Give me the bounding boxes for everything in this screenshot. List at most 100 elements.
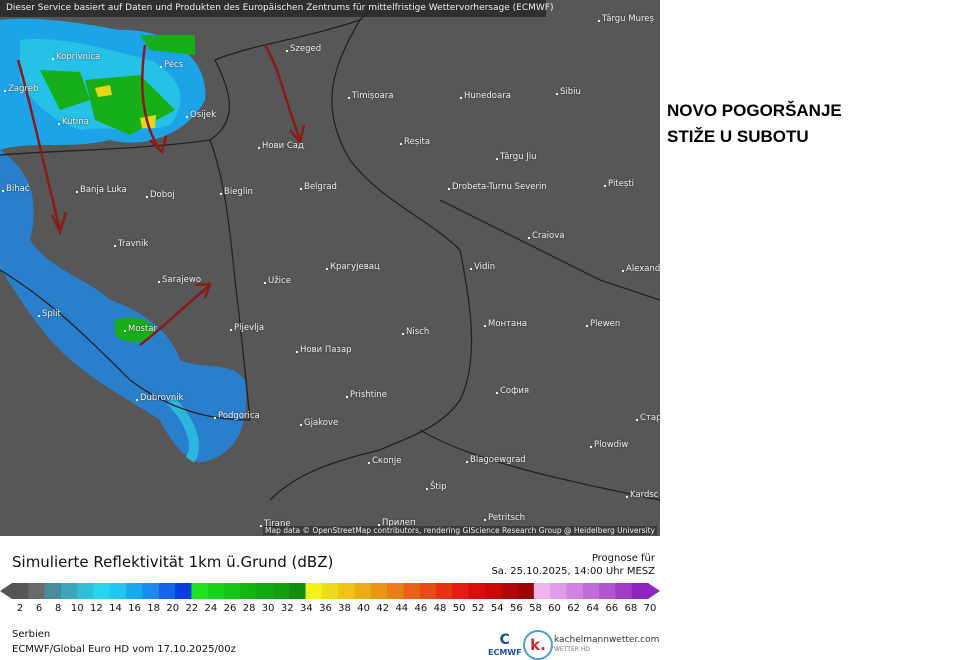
scale-swatch xyxy=(175,583,192,599)
scale-tick-label: 20 xyxy=(166,603,180,614)
scale-swatch xyxy=(321,583,339,599)
scale-tick-label: 64 xyxy=(586,603,600,614)
headline-line-2: STIŽE U SUBOTU xyxy=(667,127,809,146)
scale-tick-label: 30 xyxy=(261,603,275,614)
scale-swatch xyxy=(289,583,307,599)
scale-swatch xyxy=(387,583,404,599)
city-label: Pitești xyxy=(604,179,634,189)
scale-swatch xyxy=(207,583,225,599)
scale-swatch xyxy=(566,583,584,599)
scale-swatch xyxy=(305,583,323,599)
scale-tick-label: 50 xyxy=(452,603,466,614)
radar-echoes xyxy=(0,18,247,463)
ecmwf-banner: Dieser Service basiert auf Daten und Pro… xyxy=(0,0,553,17)
city-label: Craiova xyxy=(527,231,565,241)
city-label: Dubrovnik xyxy=(136,393,184,403)
model-run: ECMWF/Global Euro HD vom 17.10.2025/00z xyxy=(12,644,236,655)
city-label: Târgu Jiu xyxy=(496,152,537,162)
city-label: Нови Пазар xyxy=(296,345,352,355)
city-label: Zagreb xyxy=(3,84,39,94)
scale-tick-label: 46 xyxy=(414,603,428,614)
city-label: Sarajewo xyxy=(157,275,202,285)
legend-title: Simulierte Reflektivität 1km ü.Grund (dB… xyxy=(12,553,334,571)
city-label: Travnik xyxy=(113,239,149,249)
city-label: Прилеп xyxy=(378,518,416,528)
scale-swatch xyxy=(484,583,502,599)
hand-drawn-arrows xyxy=(16,44,306,346)
scale-swatch xyxy=(126,583,143,599)
city-label: Split xyxy=(38,309,61,319)
city-label: Koprivnica xyxy=(51,52,101,62)
scale-swatch xyxy=(436,583,453,599)
kachelmann-logo: k. xyxy=(523,630,553,660)
scale-swatch xyxy=(142,583,160,599)
city-label: Mostar xyxy=(124,324,157,334)
brand-name: kachelmannwetter.com xyxy=(554,635,660,645)
scale-swatch xyxy=(468,583,486,599)
scale-tick-label: 66 xyxy=(605,603,619,614)
scale-swatch xyxy=(631,583,649,599)
scale-swatch xyxy=(272,583,290,599)
city-label: Banja Luka xyxy=(76,185,127,195)
scale-tick-label: 60 xyxy=(548,603,561,614)
scale-swatch xyxy=(419,583,437,599)
map-layers xyxy=(0,0,660,501)
city-label: Bieglin xyxy=(220,187,253,197)
scale-swatch xyxy=(93,583,111,599)
city-label: Podgorica xyxy=(214,411,260,421)
borders xyxy=(0,0,660,501)
scale-swatch xyxy=(256,583,274,599)
scale-swatch xyxy=(224,583,241,599)
scale-swatch xyxy=(452,583,470,599)
scale-tick-label: 14 xyxy=(109,603,122,614)
city-label: Vidin xyxy=(469,262,496,272)
city-label: Скопје xyxy=(367,456,402,466)
scale-tick-label: 48 xyxy=(433,603,447,614)
city-label: Hunedoara xyxy=(460,91,511,101)
scale-tick-label: 18 xyxy=(147,603,160,614)
city-label: Plowdiw xyxy=(589,440,629,450)
scale-tick-label: 56 xyxy=(509,603,523,614)
weather-map[interactable]: Dieser Service basiert auf Daten und Pro… xyxy=(0,0,660,536)
city-label: Монтана xyxy=(483,319,528,329)
city-label: Pljevlja xyxy=(229,323,265,333)
scale-swatch xyxy=(550,583,567,599)
city-label: Belgrad xyxy=(300,182,337,192)
scale-tick-label: 6 xyxy=(35,603,43,614)
city-label: Pécs xyxy=(159,60,184,70)
city-label: Стара xyxy=(636,413,660,423)
scale-swatch xyxy=(77,583,95,599)
scale-tick-label: 38 xyxy=(338,603,351,614)
scale-left-arrow xyxy=(0,583,12,599)
scale-tick-label: 34 xyxy=(299,603,313,614)
scale-swatch xyxy=(338,583,355,599)
scale-tick-label: 2 xyxy=(16,603,24,614)
scale-tick-label: 16 xyxy=(128,603,141,614)
scale-tick-label: 70 xyxy=(643,603,657,614)
scale-swatch xyxy=(28,583,46,599)
scale-swatch xyxy=(44,583,62,599)
city-label: Reșita xyxy=(399,137,431,147)
map-attribution[interactable]: Map data © OpenStreetMap contributors, r… xyxy=(263,526,657,535)
city-label: Osijek xyxy=(186,110,216,120)
scale-tick-label: 40 xyxy=(357,603,370,614)
scale-swatch xyxy=(60,583,78,599)
ecmwf-logo: C ECMWF xyxy=(488,632,522,657)
forecast-label: Prognose für xyxy=(591,553,655,564)
scale-tick-label: 42 xyxy=(376,603,390,614)
city-label: Petritsch xyxy=(483,513,526,523)
scale-tick-label: 62 xyxy=(567,603,580,614)
city-label: Târgu Mureș xyxy=(598,14,654,24)
scale-swatch xyxy=(517,583,535,599)
scale-swatch xyxy=(354,583,372,599)
city-label: Štip xyxy=(426,482,447,492)
city-label: Blagoewgrad xyxy=(466,455,526,465)
city-label: Nisch xyxy=(401,327,430,337)
scale-right-arrow xyxy=(648,583,660,599)
scale-tick-label: 32 xyxy=(280,603,294,614)
city-label: Gjakove xyxy=(299,418,339,428)
scale-swatch xyxy=(12,583,29,599)
city-label: Alexand xyxy=(621,264,660,274)
color-scale xyxy=(0,583,660,599)
scale-swatch xyxy=(599,583,616,599)
